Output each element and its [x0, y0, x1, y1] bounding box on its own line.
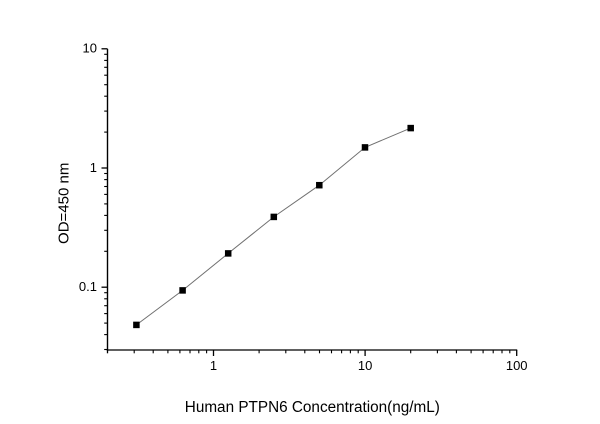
svg-text:10: 10 [83, 41, 97, 56]
svg-text:1: 1 [210, 358, 217, 373]
svg-text:OD=450 nm: OD=450 nm [56, 163, 73, 244]
svg-text:100: 100 [506, 358, 528, 373]
svg-text:1: 1 [90, 160, 97, 175]
svg-text:0.1: 0.1 [79, 279, 97, 294]
svg-text:Human PTPN6 Concentration(ng/m: Human PTPN6 Concentration(ng/mL) [185, 399, 440, 416]
svg-text:10: 10 [358, 358, 372, 373]
